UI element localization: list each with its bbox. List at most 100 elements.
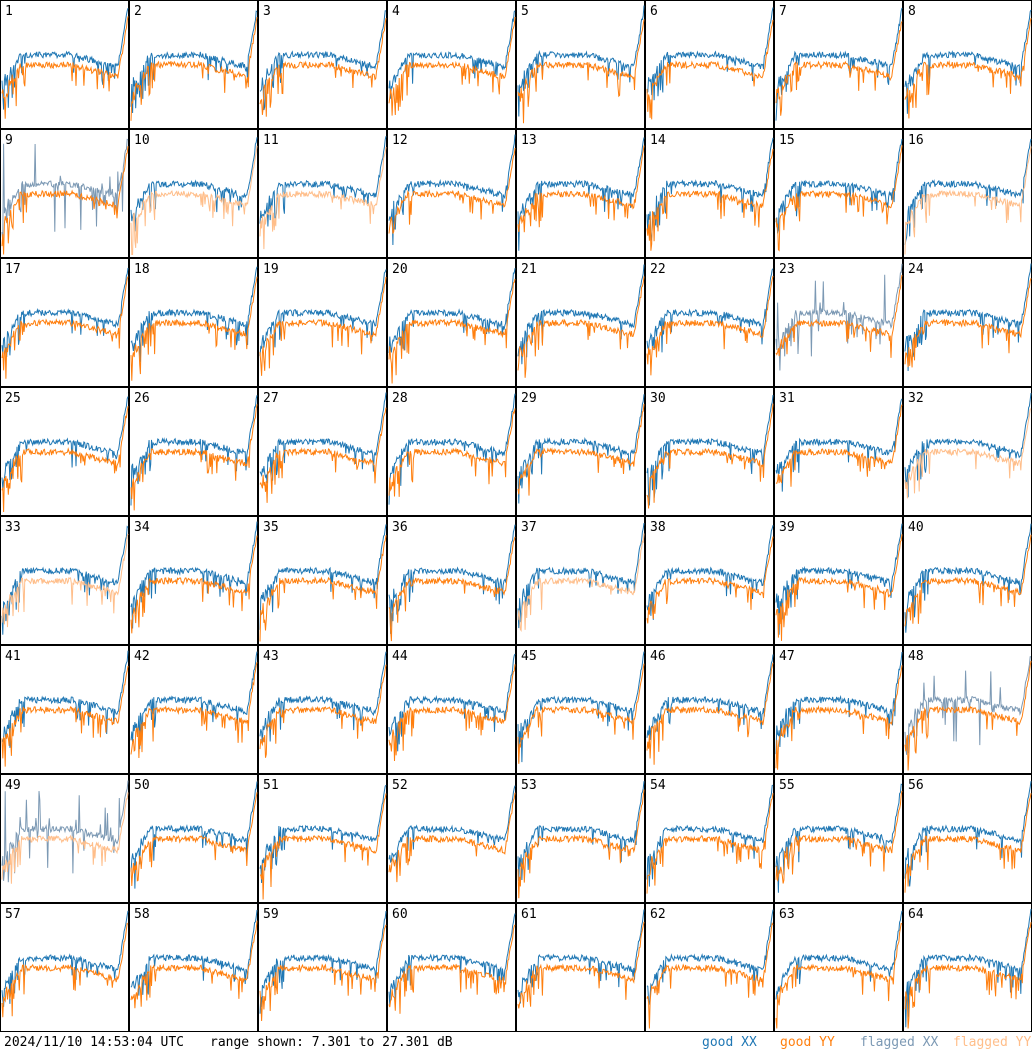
series-yy-good	[1, 406, 129, 513]
tile-number: 16	[908, 133, 924, 148]
tile-48: 48	[903, 645, 1032, 774]
tile-32: 32	[903, 387, 1032, 516]
tile-number: 58	[134, 907, 150, 922]
series-xx-good	[259, 911, 387, 1014]
tile-number: 39	[779, 520, 795, 535]
series-yy-good	[904, 278, 1032, 368]
tile-number: 9	[5, 133, 13, 148]
tile-number: 31	[779, 391, 795, 406]
tile-14: 14	[645, 129, 774, 258]
tile-frame	[645, 516, 774, 645]
series-xx-good	[259, 269, 387, 356]
tile-17: 17	[0, 258, 129, 387]
tile-number: 41	[5, 649, 21, 664]
tile-number: 50	[134, 778, 150, 793]
tile-number: 15	[779, 133, 795, 148]
series-yy-good	[388, 278, 516, 384]
tile-46: 46	[645, 645, 774, 774]
tile-number: 23	[779, 262, 795, 277]
series-xx-good	[130, 137, 258, 232]
tile-number: 45	[521, 649, 537, 664]
series-yy-good	[130, 276, 258, 381]
series-xx-good	[1, 8, 129, 110]
series-xx-good	[388, 653, 516, 752]
series-yy-good	[646, 148, 774, 251]
series-yy-good	[259, 924, 387, 1022]
tile-number: 34	[134, 520, 150, 535]
series-yy-good	[1, 276, 129, 379]
series-yy-good	[904, 660, 1032, 771]
tile-number: 48	[908, 649, 924, 664]
tile-number: 13	[521, 133, 537, 148]
tile-36: 36	[387, 516, 516, 645]
tile-61: 61	[516, 903, 645, 1032]
tile-number: 8	[908, 4, 916, 19]
tile-23: 23	[774, 258, 903, 387]
tile-58: 58	[129, 903, 258, 1032]
series-yy-good	[388, 792, 516, 883]
tile-number: 53	[521, 778, 537, 793]
tile-number: 42	[134, 649, 150, 664]
series-yy-good	[130, 662, 258, 759]
series-xx-flagged	[775, 263, 903, 371]
tile-frame	[516, 774, 645, 903]
series-xx-good	[517, 909, 645, 1004]
tile-18: 18	[129, 258, 258, 387]
tile-2: 2	[129, 0, 258, 129]
tile-39: 39	[774, 516, 903, 645]
tile-number: 64	[908, 907, 924, 922]
tile-number: 24	[908, 262, 924, 277]
series-yy-flagged	[1, 533, 129, 628]
tile-12: 12	[387, 129, 516, 258]
tile-number: 30	[650, 391, 666, 406]
tile-53: 53	[516, 774, 645, 903]
tile-30: 30	[645, 387, 774, 516]
series-xx-good	[775, 398, 903, 492]
series-xx-good	[517, 781, 645, 881]
series-xx-good	[646, 137, 774, 241]
series-xx-good	[775, 783, 903, 893]
series-yy-good	[517, 145, 645, 233]
series-yy-flagged	[259, 146, 387, 250]
tile-11: 11	[258, 129, 387, 258]
series-yy-good	[259, 664, 387, 758]
legend-good-xx: good XX	[702, 1035, 757, 1050]
tile-number: 35	[263, 520, 279, 535]
series-yy-good	[130, 920, 258, 1009]
series-yy-good	[259, 18, 387, 117]
series-xx-good	[904, 263, 1032, 372]
tile-number: 40	[908, 520, 924, 535]
tile-number: 19	[263, 262, 279, 277]
series-yy-good	[1, 665, 129, 767]
series-yy-good	[517, 276, 645, 378]
series-yy-good	[775, 534, 903, 641]
series-xx-good	[130, 266, 258, 363]
series-yy-good	[517, 404, 645, 496]
series-yy-good	[1, 16, 129, 119]
tile-52: 52	[387, 774, 516, 903]
tile-6: 6	[645, 0, 774, 129]
series-xx-good	[517, 651, 645, 763]
series-yy-good	[904, 534, 1032, 627]
tile-number: 37	[521, 520, 537, 535]
range-label: range shown: 7.301 to 27.301 dB	[210, 1035, 453, 1050]
tile-number: 6	[650, 4, 658, 19]
tile-59: 59	[258, 903, 387, 1032]
series-yy-good	[904, 922, 1032, 1029]
tile-frame	[774, 903, 903, 1032]
tile-frame	[387, 774, 516, 903]
tile-38: 38	[645, 516, 774, 645]
tile-21: 21	[516, 258, 645, 387]
tile-number: 22	[650, 262, 666, 277]
tile-22: 22	[645, 258, 774, 387]
tile-frame	[645, 258, 774, 387]
tile-number: 10	[134, 133, 150, 148]
series-xx-good	[904, 523, 1032, 633]
series-yy-flagged	[1, 792, 129, 884]
tile-24: 24	[903, 258, 1032, 387]
series-yy-good	[517, 921, 645, 1009]
series-xx-good	[130, 10, 258, 114]
series-xx-good	[517, 394, 645, 504]
tile-16: 16	[903, 129, 1032, 258]
